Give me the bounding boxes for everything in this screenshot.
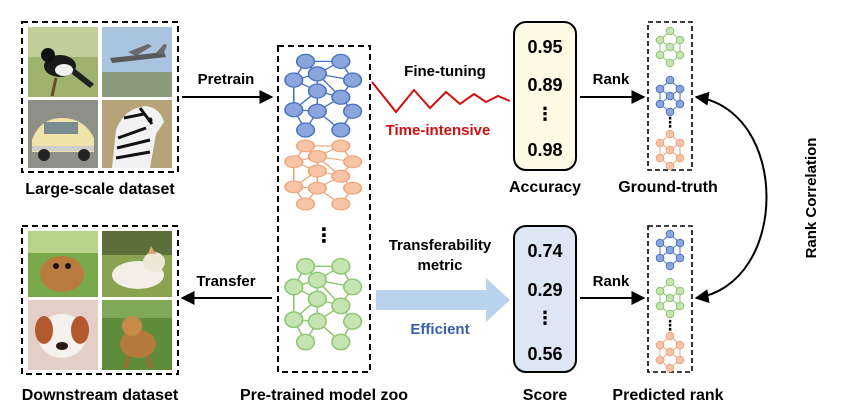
magpie-bird-image	[28, 27, 98, 97]
fine-tuning-zigzag	[371, 81, 511, 114]
fine-tuning-label: Fine-tuning	[404, 63, 486, 80]
score-value-1: 0.74	[527, 241, 562, 261]
score-value-3: 0.56	[527, 344, 562, 364]
ground-truth-blue-network-icon	[655, 75, 685, 117]
rank-correlation-label: Rank Correlation	[803, 138, 820, 259]
efficient-arrow	[376, 278, 510, 322]
zebra-image	[102, 100, 172, 168]
score-value-2: 0.29	[527, 280, 562, 300]
predicted-green-network-icon	[655, 277, 685, 319]
dog-on-grass-image	[102, 300, 172, 370]
vintage-car-image	[28, 100, 98, 168]
green-network-icon	[284, 257, 363, 351]
time-intensive-label: Time-intensive	[386, 122, 491, 139]
rank-correlation-arrow	[694, 91, 768, 304]
score-caption: Score	[523, 387, 568, 404]
downstream-dataset	[21, 225, 179, 375]
score-box	[513, 225, 577, 373]
predicted-ellipsis: ⋮	[663, 317, 677, 333]
akita-dog-image	[102, 231, 172, 297]
rank-label-top: Rank	[593, 71, 630, 88]
orange-network-icon	[284, 139, 363, 211]
predicted-orange-network-icon	[655, 331, 685, 373]
transferability-label-line1: Transferability	[389, 237, 492, 254]
ground-truth-ellipsis: ⋮	[663, 114, 677, 130]
puppy-image-1	[28, 231, 98, 297]
large-scale-dataset	[21, 21, 179, 173]
downstream-dataset-caption: Downstream dataset	[22, 387, 179, 404]
accuracy-caption: Accuracy	[509, 179, 581, 196]
blue-network-icon	[284, 53, 363, 138]
model-zoo-ellipsis: ⋮	[314, 225, 334, 247]
predicted-blue-network-icon	[655, 229, 685, 271]
rank-label-bottom: Rank	[593, 273, 630, 290]
ground-truth-green-network-icon	[655, 26, 685, 68]
transfer-label: Transfer	[196, 273, 255, 290]
ground-truth-orange-network-icon	[655, 129, 685, 171]
score-ellipsis: ⋮	[536, 308, 554, 328]
accuracy-value-1: 0.95	[527, 37, 562, 57]
airplane-image	[102, 27, 172, 97]
puppy-image-2	[28, 300, 98, 370]
ground-truth-caption: Ground-truth	[618, 179, 718, 196]
accuracy-value-2: 0.89	[527, 75, 562, 95]
accuracy-ellipsis: ⋮	[536, 104, 554, 124]
accuracy-value-3: 0.98	[527, 140, 562, 160]
predicted-rank-caption: Predicted rank	[612, 387, 723, 404]
model-zoo-caption: Pre-trained model zoo	[240, 387, 408, 404]
efficient-label: Efficient	[410, 321, 469, 338]
transferability-label-line2: metric	[417, 257, 462, 274]
large-scale-dataset-caption: Large-scale dataset	[25, 181, 175, 198]
accuracy-box	[513, 21, 577, 171]
pretrain-label: Pretrain	[198, 71, 255, 88]
model-zoo-box	[277, 45, 371, 373]
